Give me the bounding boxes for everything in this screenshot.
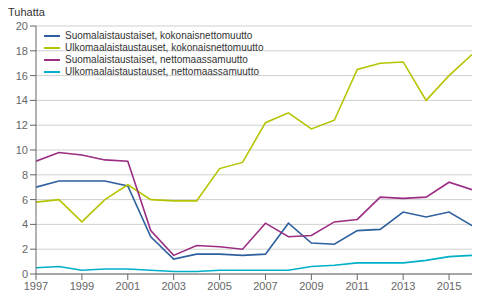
svg-text:2009: 2009: [299, 280, 323, 292]
svg-text:2013: 2013: [391, 280, 415, 292]
svg-text:0: 0: [22, 268, 28, 280]
svg-text:20: 20: [16, 20, 28, 32]
html-text:Ulkomaalaistaustauset, nettoma: Ulkomaalaistaustauset, nettomaassamuutto: [65, 66, 259, 77]
svg-text:4: 4: [22, 218, 28, 230]
svg-text:16: 16: [16, 70, 28, 82]
html-text:Tuhatta: Tuhatta: [8, 6, 45, 18]
svg-text:14: 14: [16, 94, 28, 106]
svg-text:6: 6: [22, 194, 28, 206]
svg-text:10: 10: [16, 144, 28, 156]
html-text:Suomalaistaustaiset, nettomaas: Suomalaistaustaiset, nettomaassamuutto: [65, 54, 248, 65]
html-text:Ulkomaalaistaustauset, kokonai: Ulkomaalaistaustauset, kokonaisnettomuut…: [65, 42, 264, 53]
svg-text:12: 12: [16, 119, 28, 131]
html-text:Suomalaistaustaiset, kokonaisn: Suomalaistaustaiset, kokonaisnettomuutto: [65, 30, 253, 41]
svg-text:2015: 2015: [437, 280, 461, 292]
svg-text:2005: 2005: [207, 280, 231, 292]
svg-text:2007: 2007: [253, 280, 277, 292]
svg-text:2: 2: [22, 243, 28, 255]
svg-text:1997: 1997: [24, 280, 48, 292]
svg-text:8: 8: [22, 169, 28, 181]
svg-text:18: 18: [16, 45, 28, 57]
svg-text:2001: 2001: [116, 280, 140, 292]
svg-text:2003: 2003: [161, 280, 185, 292]
svg-text:1999: 1999: [70, 280, 94, 292]
svg-text:2011: 2011: [345, 280, 369, 292]
